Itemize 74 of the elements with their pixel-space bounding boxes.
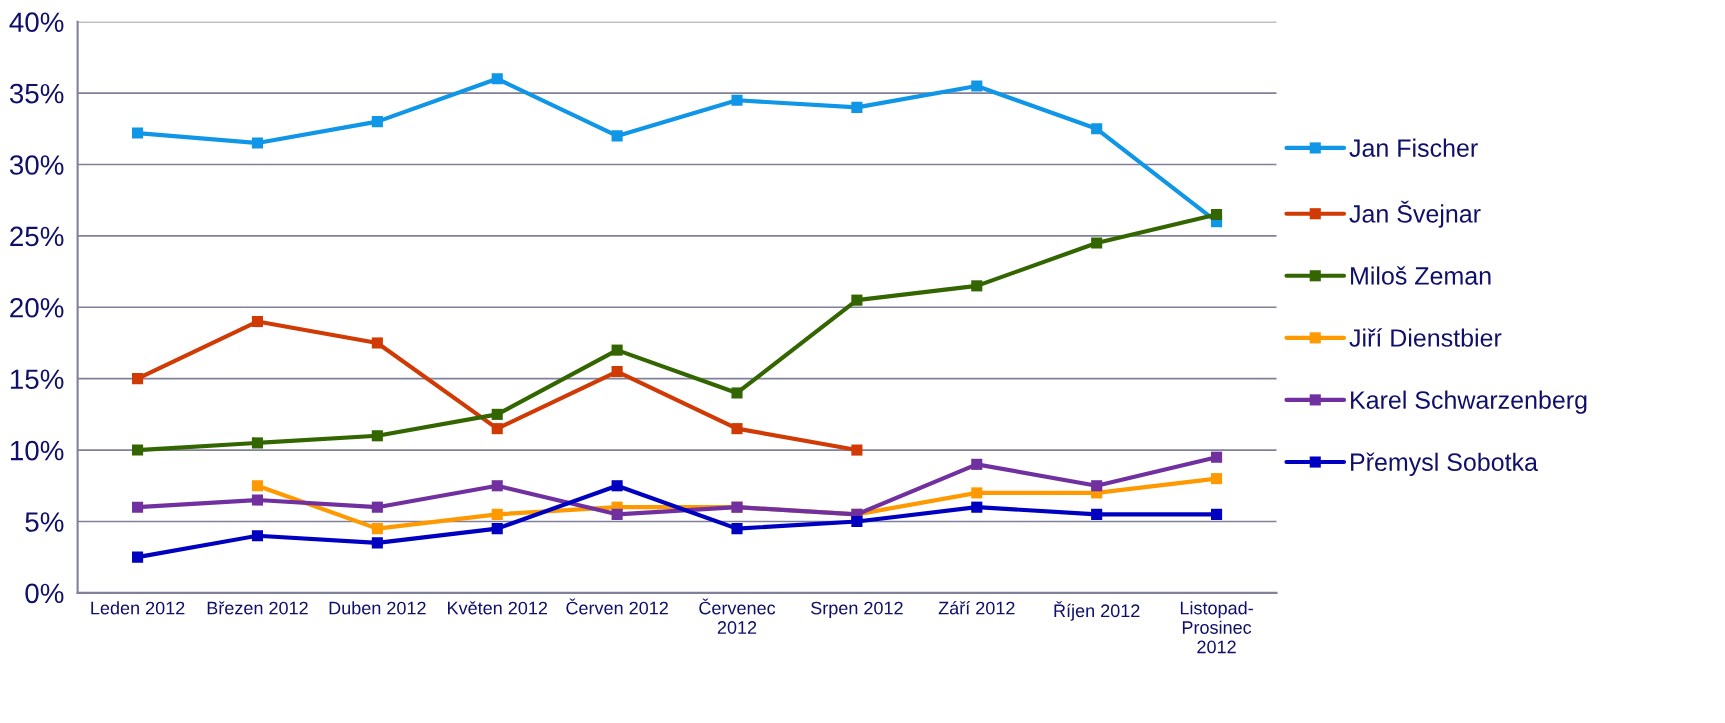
point bbox=[1211, 451, 1223, 463]
y-tick-label: 35% bbox=[9, 83, 64, 104]
x-tick-label: Květen 2012 bbox=[448, 601, 548, 615]
point bbox=[132, 127, 144, 139]
point bbox=[251, 437, 264, 449]
point bbox=[1211, 508, 1223, 520]
point bbox=[132, 444, 144, 456]
point bbox=[611, 130, 623, 142]
x-tick-label: Červenec 2012 bbox=[699, 598, 776, 634]
legend-label: Jiří Dienstbier bbox=[1349, 328, 1502, 347]
point bbox=[851, 444, 863, 456]
point bbox=[491, 523, 503, 535]
x-tick-label: Září 2012 bbox=[938, 600, 1015, 615]
y-tick-label: 40% bbox=[9, 12, 64, 33]
y-tick-label: 5% bbox=[25, 512, 64, 532]
point bbox=[371, 537, 383, 549]
point bbox=[1211, 473, 1223, 485]
x-tick-label: Srpen 2012 bbox=[811, 601, 903, 619]
point bbox=[132, 501, 144, 513]
point bbox=[491, 508, 503, 520]
point bbox=[371, 430, 383, 442]
point bbox=[851, 101, 863, 113]
legend-label: Karel Schwarzenberg bbox=[1351, 390, 1587, 414]
point bbox=[731, 423, 743, 435]
point bbox=[251, 316, 264, 328]
point bbox=[851, 294, 863, 306]
legend-label: Jan Švejnar bbox=[1349, 200, 1481, 228]
point bbox=[371, 501, 383, 513]
point bbox=[971, 80, 983, 92]
point bbox=[251, 494, 264, 506]
y-tick-label: 30% bbox=[9, 155, 64, 175]
x-tick-label: Březen 2012 bbox=[207, 601, 308, 615]
point bbox=[971, 501, 983, 513]
point bbox=[1091, 508, 1103, 520]
point bbox=[971, 458, 983, 470]
point bbox=[1091, 123, 1103, 135]
x-tick-label: Leden 2012 bbox=[91, 601, 185, 615]
y-tick-label: 25% bbox=[10, 226, 64, 247]
point bbox=[731, 523, 743, 535]
x-tick-label: Duben 2012 bbox=[329, 601, 426, 615]
point bbox=[132, 373, 144, 385]
point bbox=[251, 530, 264, 542]
point bbox=[611, 508, 623, 520]
y-tick-label: 15% bbox=[10, 369, 64, 390]
y-tick-label: 0% bbox=[25, 583, 64, 604]
legend-label: Přemysl Sobotka bbox=[1351, 452, 1538, 476]
point bbox=[371, 337, 383, 349]
point bbox=[491, 73, 503, 85]
point bbox=[1091, 237, 1103, 249]
point bbox=[371, 523, 383, 535]
point bbox=[611, 344, 623, 356]
legend-label: Miloš Zeman bbox=[1351, 266, 1491, 285]
point bbox=[132, 551, 144, 563]
point bbox=[731, 94, 743, 106]
point bbox=[971, 280, 983, 292]
point bbox=[971, 487, 983, 499]
point bbox=[491, 408, 503, 420]
point bbox=[851, 515, 863, 528]
x-tick-label: Říjen 2012 bbox=[1054, 601, 1140, 621]
y-tick-label: 10% bbox=[10, 440, 64, 461]
legend-label: Jan Fischer bbox=[1349, 138, 1478, 157]
x-tick-label: Červen 2012 bbox=[566, 598, 668, 615]
point bbox=[611, 480, 623, 492]
point bbox=[1211, 208, 1223, 221]
point bbox=[251, 480, 264, 492]
point bbox=[251, 137, 264, 149]
x-tick-label: Listopad- Prosinec 2012 bbox=[1180, 601, 1253, 654]
y-tick-label: 20% bbox=[10, 297, 64, 318]
point bbox=[491, 423, 503, 435]
point bbox=[371, 116, 383, 128]
point bbox=[611, 365, 623, 378]
point bbox=[491, 480, 503, 492]
point bbox=[1091, 480, 1103, 492]
point bbox=[731, 387, 743, 399]
